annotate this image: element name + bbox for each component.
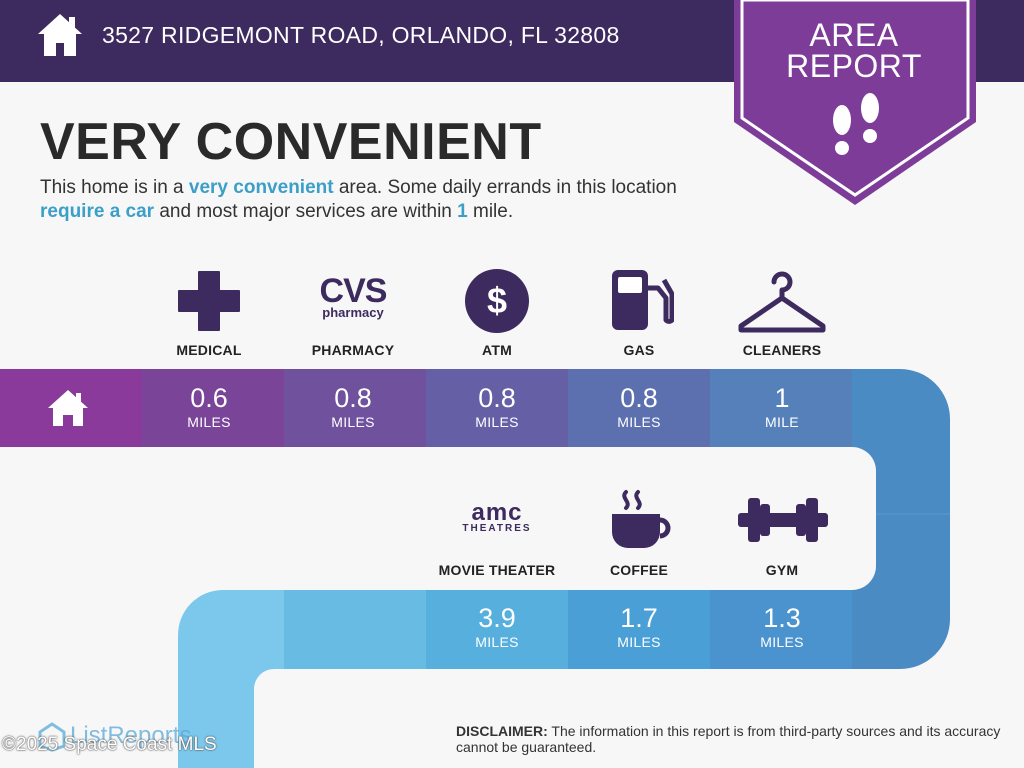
amc-theatres-logo-icon: amc THEATRES xyxy=(452,499,542,535)
distance-coffee: 1.7 MILES xyxy=(568,603,710,651)
distance-value: 1 xyxy=(774,383,790,413)
distance-pharmacy: 0.8 MILES xyxy=(282,383,424,431)
summary-highlight-distance: 1 xyxy=(457,201,468,222)
service-label-pharmacy: PHARMACY xyxy=(311,342,395,358)
dumbbell-icon xyxy=(738,498,828,542)
distance-gas: 0.8 MILES xyxy=(568,383,710,431)
distance-unit: MILES xyxy=(475,634,519,650)
service-label-cleaners: CLEANERS xyxy=(742,342,822,358)
distance-unit: MILES xyxy=(331,414,375,430)
dollar-coin-icon: $ xyxy=(465,269,529,333)
area-report-title: AREA REPORT xyxy=(738,17,970,84)
distance-unit: MILES xyxy=(475,414,519,430)
area-report-badge xyxy=(734,0,976,205)
distance-unit: MILES xyxy=(617,634,661,650)
distance-value: 1.7 xyxy=(620,603,658,633)
mls-copyright-watermark: ©2025 Space Coast MLS xyxy=(2,734,217,755)
pharmacy-logo-text: pharmacy xyxy=(322,305,384,320)
summary-text-2: area. Some daily errands in this locatio… xyxy=(333,177,677,198)
distance-value: 0.8 xyxy=(334,383,372,413)
summary-highlight-convenience: very convenient xyxy=(188,177,334,198)
svg-text:$: $ xyxy=(487,280,507,321)
distance-gym: 1.3 MILES xyxy=(711,603,853,651)
summary-text-4: mile. xyxy=(467,201,514,222)
service-label-coffee: COFFEE xyxy=(610,562,668,578)
coffee-cup-icon xyxy=(612,490,671,548)
distance-unit: MILE xyxy=(765,414,799,430)
service-label-medical: MEDICAL xyxy=(176,342,242,358)
badge-line-report: REPORT xyxy=(786,48,922,84)
amc-logo-text: amc xyxy=(471,499,523,526)
distance-unit: MILES xyxy=(187,414,231,430)
service-label-gym: GYM xyxy=(765,562,799,578)
route-start-house-icon xyxy=(48,390,88,426)
summary-highlight-car: require a car xyxy=(40,201,155,222)
footprints-icon xyxy=(833,93,879,155)
gas-pump-icon xyxy=(612,270,674,330)
summary-text-3: and most major services are within xyxy=(154,201,458,222)
service-label-gas: GAS xyxy=(623,342,655,358)
service-label-atm: ATM xyxy=(482,342,512,358)
summary-text-1: This home is in a xyxy=(40,177,189,198)
distance-medical: 0.6 MILES xyxy=(138,383,280,431)
hanger-icon xyxy=(738,271,826,333)
house-icon xyxy=(38,14,82,56)
disclaimer-text: DISCLAIMER: The information in this repo… xyxy=(456,723,1016,755)
distance-cleaners: 1 MILE xyxy=(711,383,853,431)
distance-value: 0.6 xyxy=(190,383,228,413)
property-address: 3527 RIDGEMONT ROAD, ORLANDO, FL 32808 xyxy=(102,22,620,48)
medical-cross-icon xyxy=(178,271,240,331)
disclaimer-label: DISCLAIMER: xyxy=(456,723,548,739)
distance-value: 0.8 xyxy=(620,383,658,413)
convenience-headline: VERY CONVENIENT xyxy=(40,113,542,171)
distance-atm: 0.8 MILES xyxy=(426,383,568,431)
listreports-brand: ListReports xyxy=(70,722,192,749)
disclaimer-body: The information in this report is from t… xyxy=(456,723,1001,755)
cvs-logo-text: CVS xyxy=(319,272,388,310)
distance-unit: MILES xyxy=(760,634,804,650)
service-label-movie-theater: MOVIE THEATER xyxy=(438,562,556,578)
theatres-logo-text: THEATRES xyxy=(462,523,532,534)
convenience-summary: This home is in a very convenient area. … xyxy=(40,176,740,224)
listreports-logo-icon xyxy=(38,722,66,752)
cvs-pharmacy-logo-icon: CVS pharmacy xyxy=(296,272,410,320)
distance-movie-theater: 3.9 MILES xyxy=(426,603,568,651)
badge-line-area: AREA xyxy=(809,17,899,53)
distance-value: 1.3 xyxy=(763,603,801,633)
distance-unit: MILES xyxy=(617,414,661,430)
distance-value: 0.8 xyxy=(478,383,516,413)
distance-value: 3.9 xyxy=(478,603,516,633)
